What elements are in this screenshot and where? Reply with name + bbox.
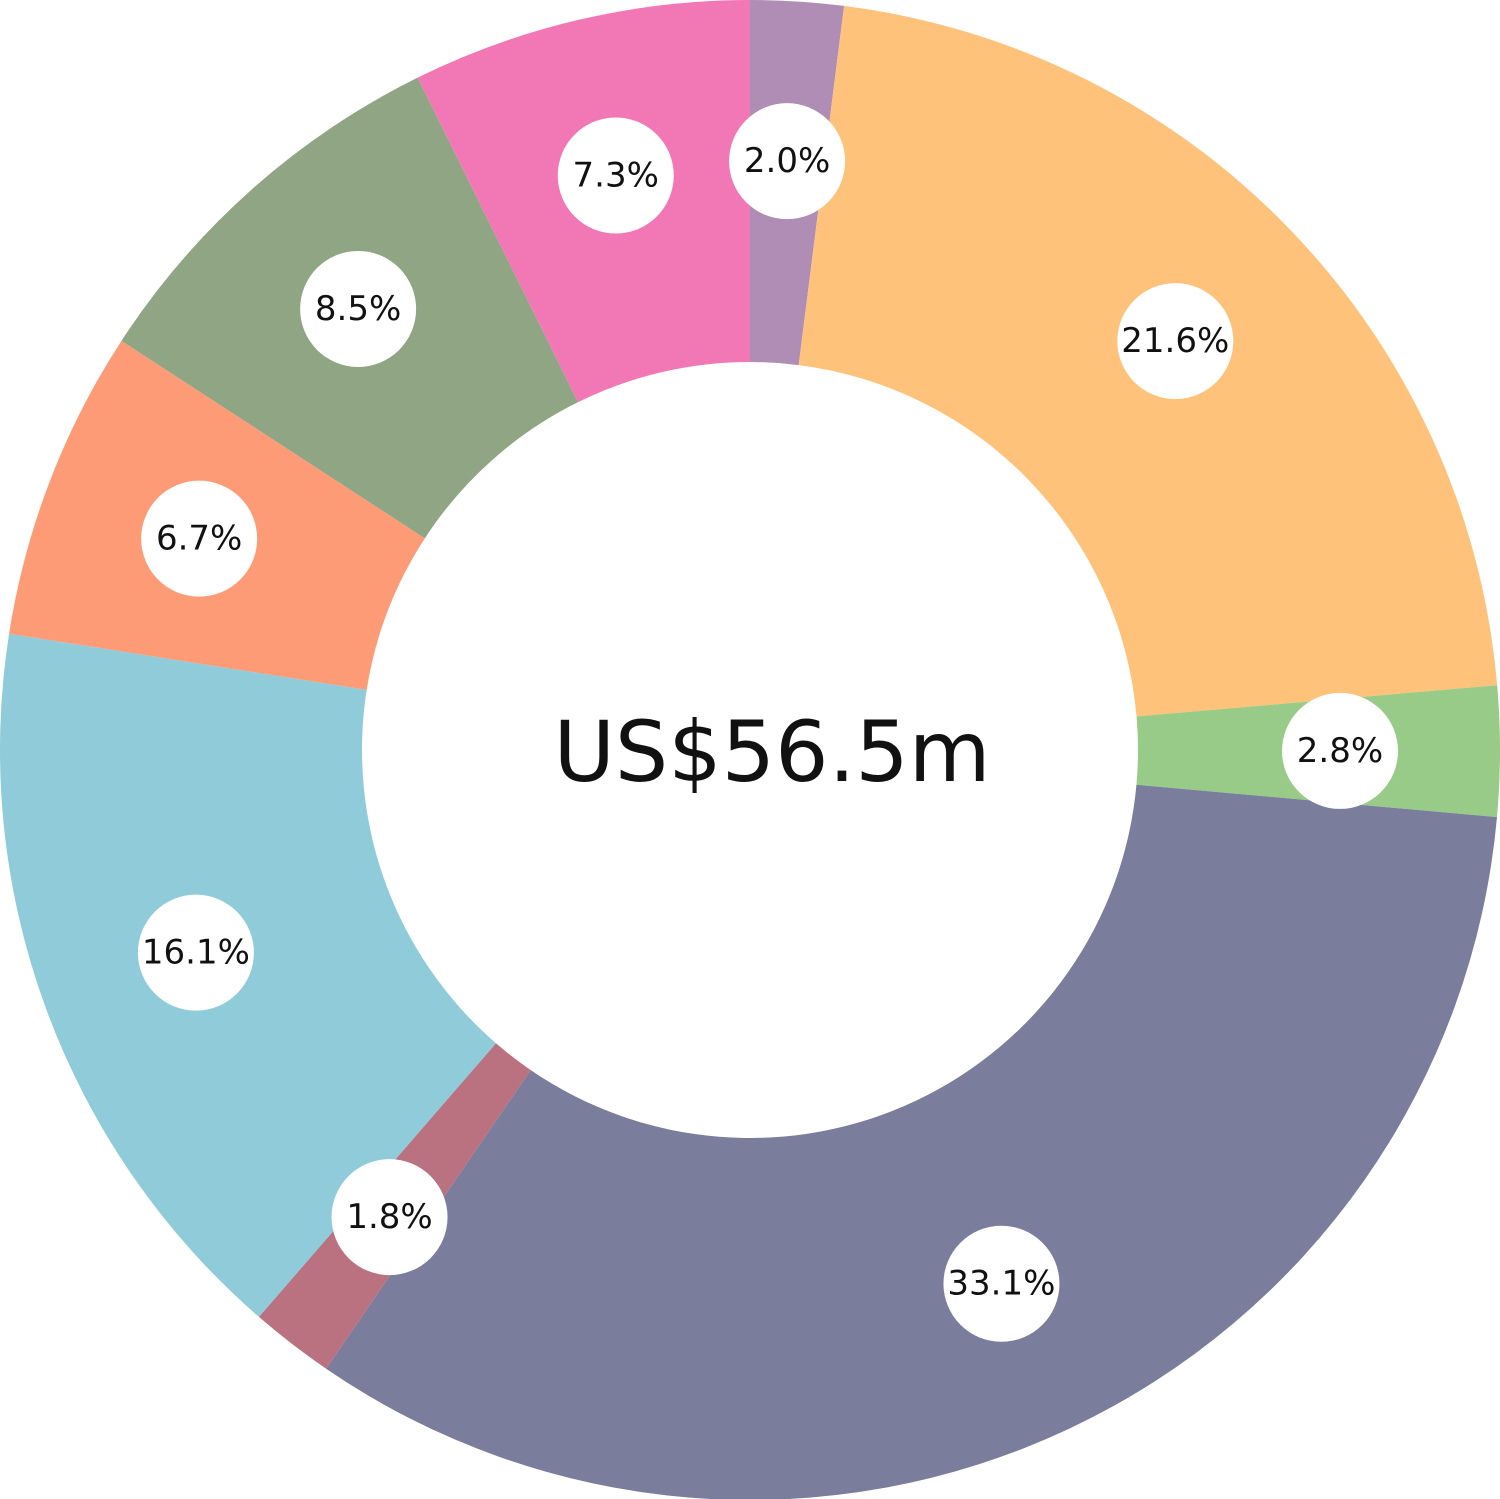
slice-label-bubble-7 bbox=[300, 250, 417, 367]
donut-slice-3 bbox=[326, 784, 1497, 1499]
slice-label-2: 2.8% bbox=[1297, 731, 1383, 771]
slice-labels: 2.0% 21.6% 2.8% 33.1% 1.8% 16.1% 6.7% 8.5% 7.3% bbox=[137, 103, 1398, 1342]
slice-label-5: 16.1% bbox=[142, 933, 250, 973]
slice-label-bubble-3 bbox=[943, 1225, 1060, 1342]
slice-label-3: 33.1% bbox=[947, 1264, 1055, 1304]
slice-label-8: 7.3% bbox=[573, 155, 659, 195]
slice-label-bubble-6 bbox=[141, 480, 258, 597]
slice-label-bubble-2 bbox=[1281, 692, 1398, 809]
slice-label-1: 21.6% bbox=[1121, 321, 1229, 361]
slice-label-4: 1.8% bbox=[346, 1197, 432, 1237]
slice-label-0: 2.0% bbox=[744, 141, 830, 181]
slice-label-bubble-4 bbox=[331, 1159, 448, 1276]
center-total-label: US$56.5m bbox=[553, 703, 990, 801]
slice-label-bubble-8 bbox=[557, 117, 674, 234]
slice-label-bubble-5 bbox=[137, 894, 254, 1011]
slice-label-6: 6.7% bbox=[156, 519, 242, 559]
slice-label-bubble-0 bbox=[729, 103, 846, 220]
slice-label-7: 8.5% bbox=[315, 289, 401, 329]
slice-label-bubble-1 bbox=[1117, 283, 1234, 400]
